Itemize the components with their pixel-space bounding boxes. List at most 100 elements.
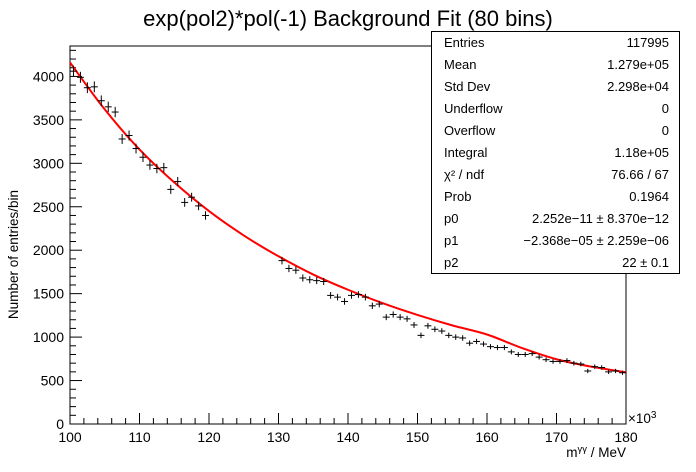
- y-axis-label: Number of entries/bin: [6, 190, 21, 319]
- stats-key: Entries: [444, 35, 485, 50]
- stats-row: Integral 1.18e+05: [432, 142, 679, 164]
- y-tick-label: 1000: [33, 329, 64, 345]
- data-point: [125, 130, 133, 141]
- stats-key: χ² / ndf: [444, 167, 485, 182]
- data-point: [97, 95, 105, 107]
- x-tick-label: 100: [58, 429, 82, 445]
- data-point: [313, 277, 321, 285]
- stats-value: 117995: [626, 35, 669, 50]
- stats-key: Underflow: [444, 101, 503, 116]
- stats-row: p0 2.252e−11 ± 8.370e−12: [432, 208, 679, 230]
- data-point: [410, 322, 418, 328]
- data-point: [424, 322, 432, 329]
- stats-row: Entries 117995: [432, 32, 679, 54]
- data-point: [354, 291, 362, 298]
- stats-value: 22 ± 0.1: [622, 255, 669, 270]
- y-tick-label: 3000: [33, 155, 64, 171]
- stats-key: Overflow: [444, 123, 496, 138]
- data-point: [389, 311, 397, 318]
- data-point: [195, 201, 203, 211]
- stats-row: Std Dev 2.298e+04: [432, 76, 679, 98]
- data-point: [431, 326, 439, 333]
- data-point: [334, 293, 342, 301]
- stats-row: p2 22 ± 0.1: [432, 252, 679, 274]
- x-tick-label: 160: [475, 429, 499, 445]
- data-point: [153, 163, 161, 174]
- data-point: [577, 361, 585, 367]
- x-tick-label: 150: [406, 429, 430, 445]
- data-point: [83, 82, 91, 94]
- data-point: [445, 332, 453, 339]
- data-point: [459, 335, 467, 341]
- data-point: [438, 328, 446, 334]
- data-point: [507, 349, 515, 355]
- x-tick-label: 180: [614, 429, 638, 445]
- data-point: [452, 334, 460, 340]
- stats-value: 2.252e−11 ± 8.370e−12: [531, 211, 669, 226]
- data-point: [285, 264, 293, 273]
- data-point: [299, 274, 307, 282]
- data-point: [521, 352, 529, 357]
- stats-key: Integral: [444, 145, 488, 160]
- stats-value: −2.368e−05 ± 2.259e−06: [523, 233, 669, 248]
- data-point: [403, 315, 411, 322]
- y-tick-label: 3500: [33, 112, 64, 128]
- stats-key: p0: [444, 211, 459, 226]
- y-tick-label: 500: [41, 373, 65, 389]
- data-point: [320, 277, 328, 286]
- data-point: [487, 344, 494, 350]
- stats-value: 1.279e+05: [607, 57, 669, 72]
- data-point: [605, 369, 613, 374]
- stats-key: Std Dev: [444, 79, 491, 94]
- data-point: [570, 360, 578, 366]
- chart-title: exp(pol2)*pol(-1) Background Fit (80 bin…: [143, 6, 553, 31]
- data-point: [619, 370, 626, 375]
- data-point: [466, 340, 474, 346]
- data-point: [118, 134, 126, 144]
- data-point: [542, 357, 550, 363]
- x-tick-label: 130: [267, 429, 291, 445]
- stats-value: 0.1964: [629, 189, 669, 204]
- stats-value: 1.18e+05: [614, 145, 669, 160]
- data-point: [278, 256, 286, 265]
- data-point: [549, 359, 557, 364]
- data-point: [139, 152, 147, 163]
- data-point: [292, 266, 300, 274]
- data-point: [167, 184, 175, 194]
- stats-row: Underflow 0: [432, 98, 679, 120]
- x-tick-label: 120: [197, 429, 221, 445]
- x-tick-label: 110: [128, 429, 151, 445]
- data-point: [480, 341, 487, 347]
- stats-key: Mean: [444, 57, 477, 72]
- data-point: [202, 211, 209, 220]
- data-point: [591, 364, 599, 369]
- data-point: [535, 354, 543, 360]
- stats-row: Prob 0.1964: [432, 186, 679, 208]
- data-point: [90, 81, 98, 93]
- data-point: [146, 160, 154, 170]
- data-point: [132, 143, 140, 154]
- y-axis: 0 500 1000 1500 2000 2500 3000 3500 4000: [33, 49, 82, 432]
- stats-value: 76.66 / 67: [611, 167, 669, 182]
- data-point: [341, 298, 348, 305]
- y-tick-label: 4000: [33, 68, 64, 84]
- stats-key: p1: [444, 233, 459, 248]
- x-tick-label: 170: [545, 429, 569, 445]
- stats-row: Mean 1.279e+05: [432, 54, 679, 76]
- data-point: [188, 192, 196, 202]
- stats-row: χ² / ndf 76.66 / 67: [432, 164, 679, 186]
- data-point: [361, 293, 369, 301]
- stats-value: 0: [661, 123, 669, 138]
- data-point: [528, 351, 536, 357]
- stats-value: 2.298e+04: [607, 79, 669, 94]
- data-point: [514, 352, 522, 357]
- stats-key: Prob: [444, 189, 472, 204]
- data-point: [493, 344, 501, 351]
- stats-key: p2: [444, 255, 459, 270]
- y-tick-label: 0: [56, 416, 64, 432]
- data-point: [417, 332, 425, 339]
- data-point: [375, 300, 383, 308]
- data-point: [111, 106, 119, 118]
- data-point: [70, 65, 77, 77]
- data-point: [382, 314, 390, 321]
